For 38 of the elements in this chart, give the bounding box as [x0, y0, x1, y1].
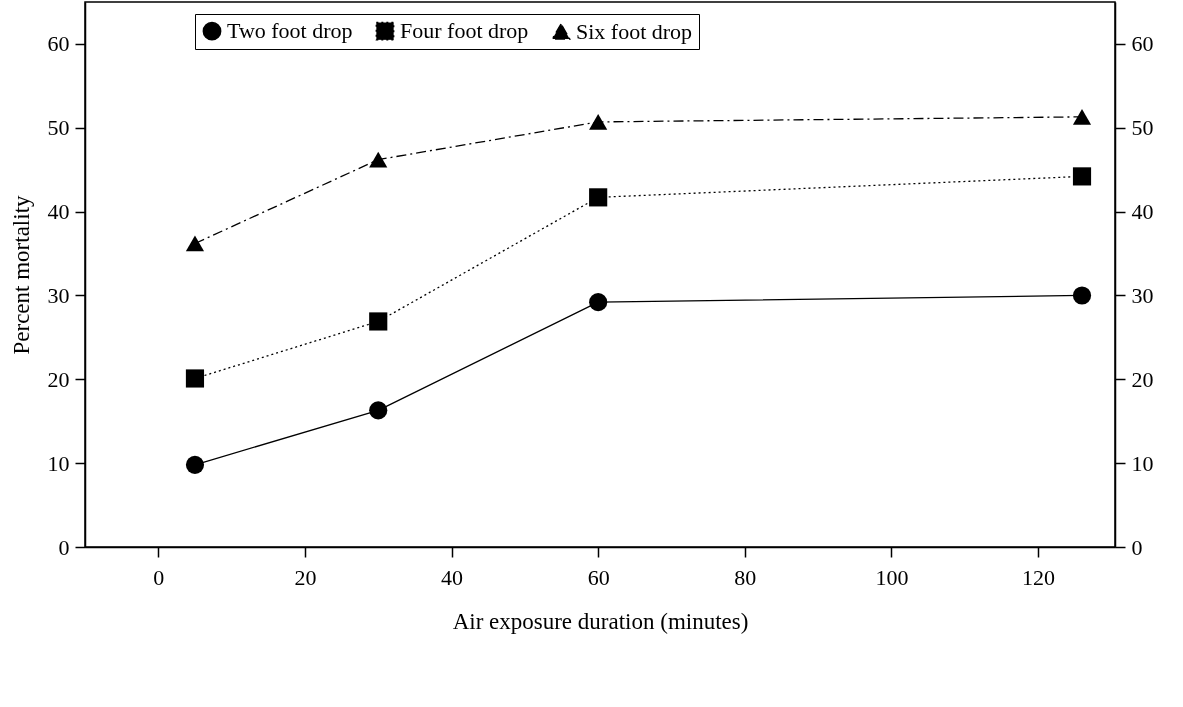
- y-tick-label: 10: [47, 450, 70, 476]
- y2-tick-label: 40: [1131, 199, 1154, 225]
- y-tick-label: 0: [58, 534, 70, 560]
- point: [185, 369, 205, 388]
- y2-tick-label: 30: [1131, 282, 1154, 308]
- point: [185, 455, 205, 474]
- x-tick-label: 40: [441, 564, 464, 590]
- y2-tick-label: 50: [1131, 115, 1154, 141]
- y-tick-label: 50: [47, 115, 70, 141]
- x-tick-label: 60: [587, 564, 610, 590]
- point: [185, 235, 205, 252]
- y-axis-title: Percent mortality: [8, 194, 34, 355]
- x-tick-label: 80: [734, 564, 757, 590]
- point: [369, 151, 388, 168]
- y-tick-label: 40: [47, 199, 70, 225]
- legend-label: Four foot drop: [400, 18, 529, 44]
- x-tick-label: 20: [294, 564, 317, 590]
- legend-label: Two foot drop: [227, 18, 353, 44]
- y2-tick-label: 20: [1131, 366, 1154, 392]
- y-tick-label: 60: [47, 31, 70, 57]
- point: [1072, 167, 1092, 186]
- point: [1072, 109, 1092, 125]
- point: [589, 293, 608, 312]
- y2-tick-label: 0: [1131, 534, 1143, 560]
- point: [369, 312, 388, 331]
- y2-tick-label: 60: [1131, 31, 1154, 57]
- y-tick-label: 20: [47, 366, 70, 392]
- point: [589, 188, 608, 207]
- x-tick-label: 0: [153, 564, 165, 590]
- x-tick-label: 100: [875, 564, 909, 590]
- y2-tick-label: 10: [1131, 450, 1154, 476]
- y-tick-label: 30: [47, 282, 70, 308]
- point: [369, 401, 388, 420]
- x-tick-label: 120: [1022, 564, 1056, 590]
- point: [589, 114, 608, 130]
- legend-label: Six foot drop: [576, 18, 693, 44]
- point: [1072, 286, 1092, 305]
- x-axis-title: Air exposure duration (minutes): [452, 608, 749, 634]
